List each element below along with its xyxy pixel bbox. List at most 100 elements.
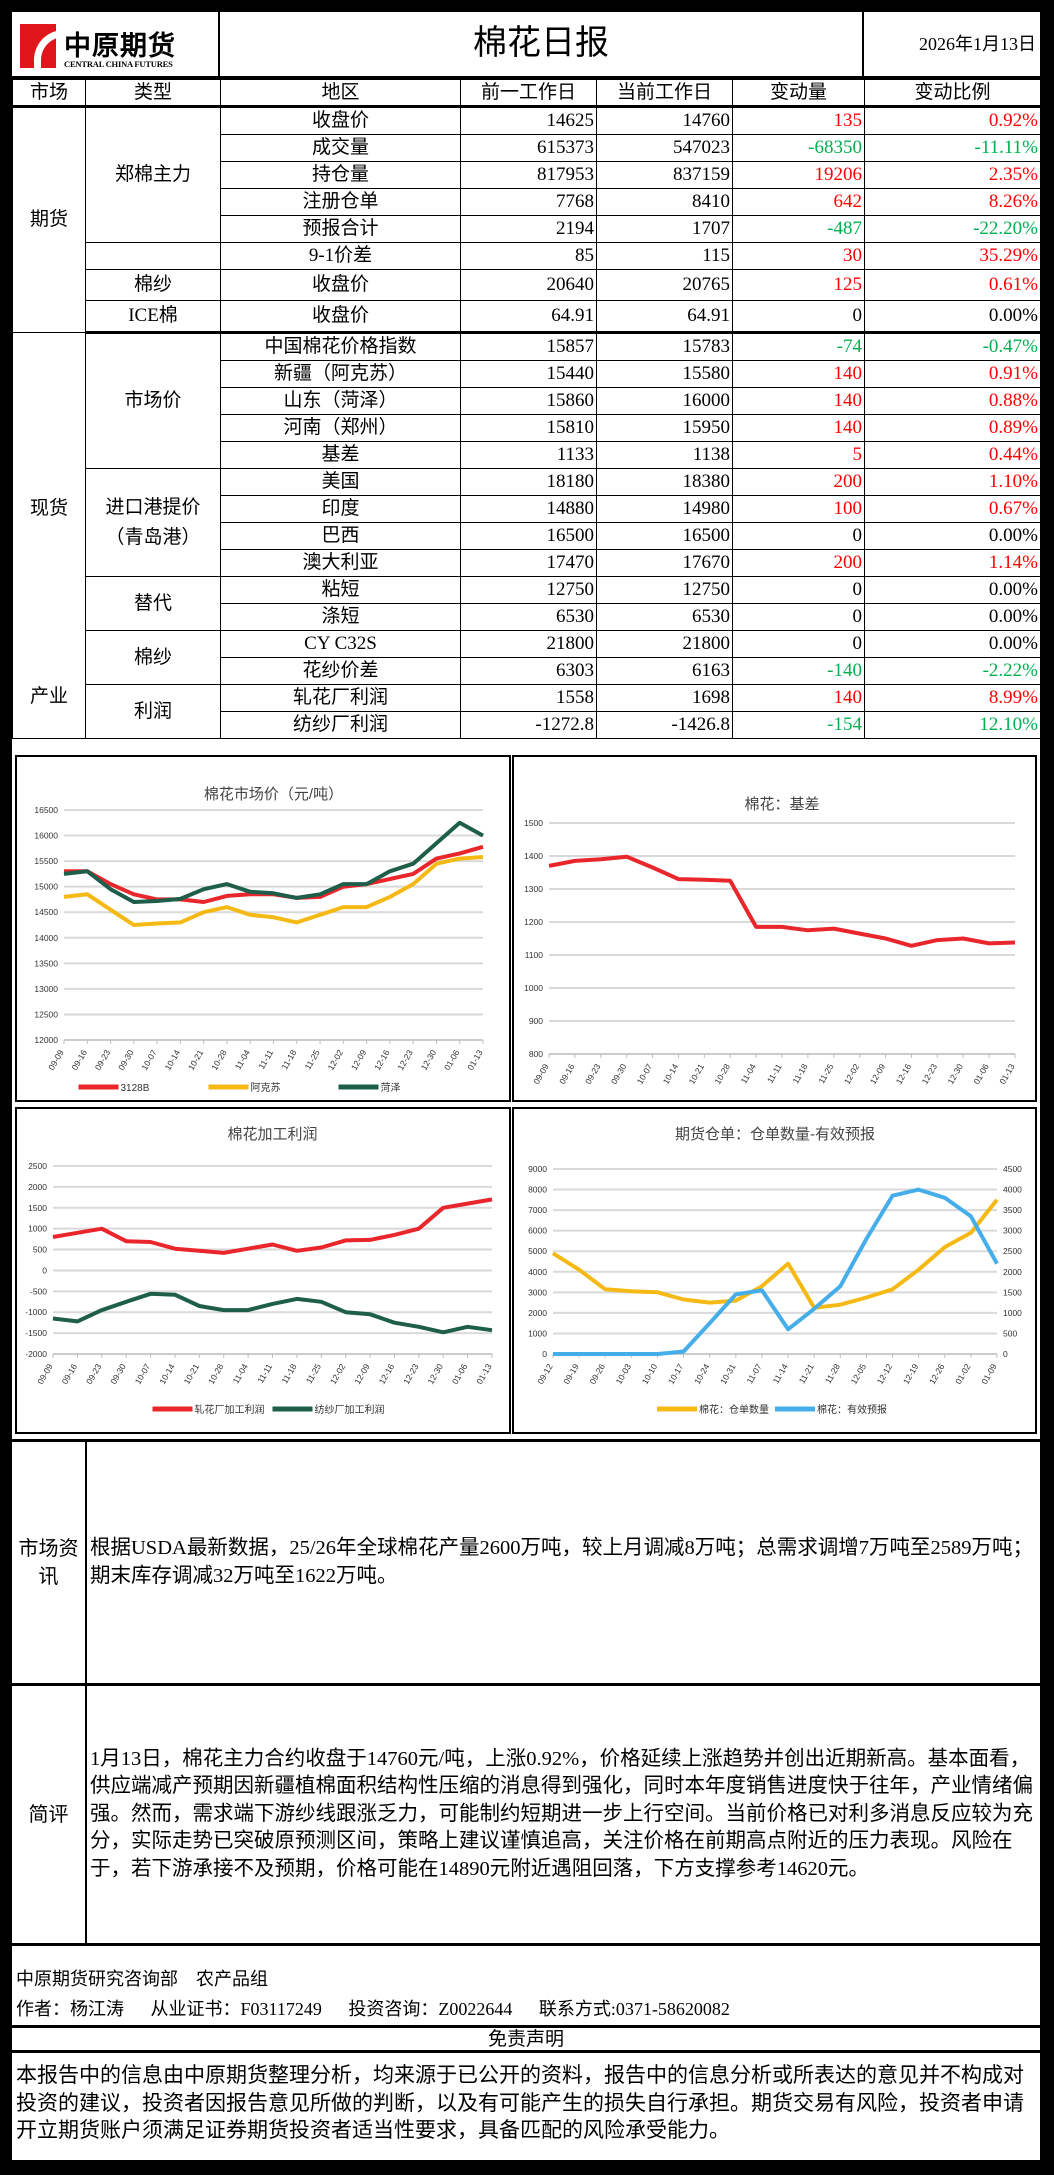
prev-value-cell: 64.91 xyxy=(460,300,597,334)
prev-value-cell: -1272.8 xyxy=(460,711,597,739)
y-tick-label: 12500 xyxy=(34,1009,58,1019)
x-tick-label: 09-16 xyxy=(557,1062,577,1086)
curr-value-cell: 16000 xyxy=(596,387,733,415)
legend-label: 棉花：有效预报 xyxy=(817,1403,887,1416)
change-pct-cell: 0.00% xyxy=(864,630,1041,658)
prev-value-cell: 14880 xyxy=(460,495,597,523)
x-tick-label: 12-09 xyxy=(868,1062,888,1086)
x-tick-label: 11-11 xyxy=(255,1362,274,1385)
y-tick-label: 0 xyxy=(542,1349,547,1359)
change-pct-cell: 0.89% xyxy=(864,414,1041,442)
x-tick-label: 10-24 xyxy=(692,1362,712,1386)
chart-title: 期货仓单：仓单数量-有效预报 xyxy=(675,1126,875,1143)
y-tick-label: 900 xyxy=(529,1016,543,1026)
x-tick-label: 01-02 xyxy=(953,1362,973,1386)
x-tick-label: 10-28 xyxy=(206,1362,226,1386)
x-tick-label: 09-23 xyxy=(84,1362,104,1386)
comment-text: 1月13日，棉花主力合约收盘于14760元/吨，上涨0.92%，价格延续上涨趋势… xyxy=(90,1747,1033,1880)
curr-value-cell: 14980 xyxy=(596,495,733,523)
y-tick-label: 1200 xyxy=(524,917,543,927)
y-tick-label: 0 xyxy=(42,1265,47,1275)
y-tick-label: -1000 xyxy=(25,1307,47,1317)
x-tick-label: 10-17 xyxy=(666,1362,686,1386)
curr-value-cell: 12750 xyxy=(596,576,733,604)
curr-value-cell: 1138 xyxy=(596,441,733,469)
x-tick-label: 10-10 xyxy=(640,1362,660,1386)
y-tick-label: 6000 xyxy=(528,1226,547,1236)
y-tick-label: 14500 xyxy=(34,907,58,917)
item-cell: CY C32S xyxy=(220,630,461,658)
item-cell: 基差 xyxy=(220,441,461,469)
type-cell: ICE棉 xyxy=(85,300,221,334)
chart-processing-profit: 棉花加工利润 -2000 -1500 -1000 -500 0 500 1000 1500 200… xyxy=(15,1107,511,1434)
table-row: 进口港提价 （青岛港） 美国 18180 18380 200 1.10% xyxy=(13,468,1041,577)
prev-value-cell: 15810 xyxy=(460,414,597,442)
x-tick-label: 11-18 xyxy=(279,1048,298,1072)
x-tick-label: 12-23 xyxy=(920,1062,940,1086)
series-line-1 xyxy=(553,1187,999,1356)
x-tick-label: 10-31 xyxy=(718,1362,738,1386)
item-cell: 持仓量 xyxy=(220,161,461,189)
item-cell: 中国棉花价格指数 xyxy=(220,332,461,361)
x-tick-label: 12-16 xyxy=(372,1048,392,1072)
x-tick-label: 10-21 xyxy=(182,1362,202,1386)
y2-tick-label: 4000 xyxy=(1003,1185,1022,1195)
x-tick-label: 10-14 xyxy=(157,1362,177,1386)
table-row: 涤短 6530 6530 0 0.00% xyxy=(13,603,1041,631)
change-pct-cell: 0.61% xyxy=(864,269,1041,301)
legend-label: 菏泽 xyxy=(381,1082,401,1094)
prev-value-cell: 15440 xyxy=(460,360,597,388)
prev-value-cell: 12750 xyxy=(460,576,597,604)
market-news-text: 根据USDA最新数据，25/26年全球棉花产量2600万吨，较上月调减8万吨；总… xyxy=(90,1537,1034,1587)
table-row: 产业 利润 轧花厂利润 1558 1698 140 8.99% xyxy=(12,684,1041,739)
y-tick-label: 13000 xyxy=(34,984,58,994)
x-tick-label: 12-09 xyxy=(352,1362,372,1386)
legend-label: 阿克苏 xyxy=(251,1081,281,1094)
item-cell: 收盘价 xyxy=(220,106,461,135)
logo-cn-text: 中原期货 xyxy=(64,31,176,61)
change-cell: 19206 xyxy=(732,161,865,189)
y2-tick-label: 0 xyxy=(1003,1349,1008,1359)
y-tick-label: 2000 xyxy=(28,1182,47,1192)
y-tick-label: 16000 xyxy=(34,831,58,841)
table-row: 注册仓单 7768 8410 642 8.26% xyxy=(13,188,1041,216)
type-cell: 棉纱 xyxy=(85,630,221,685)
x-tick-label: 01-09 xyxy=(979,1362,999,1386)
y-tick-label: 3000 xyxy=(528,1287,547,1297)
y2-tick-label: 2500 xyxy=(1003,1246,1022,1256)
change-pct-cell: 8.99% xyxy=(864,684,1041,712)
curr-value-cell: 20765 xyxy=(596,269,733,301)
curr-value-cell: 6530 xyxy=(596,603,733,631)
price-table: 市场 类型 地区 前一工作日 当前工作日 变动量 变动比例 期货 郑棉主力 收盘价 14625 147… xyxy=(12,79,1041,739)
x-tick-label: 01-13 xyxy=(465,1048,485,1072)
y-tick-label: 1400 xyxy=(524,851,543,861)
y-tick-label: 1000 xyxy=(28,1224,47,1234)
change-cell: -487 xyxy=(732,215,865,243)
report-header: 中原期货 CENTRAL CHINA FUTURES 棉花日报 2026年1月1… xyxy=(12,12,1040,79)
change-cell: 642 xyxy=(732,188,865,216)
prev-value-cell: 6530 xyxy=(460,603,597,631)
change-pct-cell: 0.00% xyxy=(864,522,1041,550)
market-cell: 现货 xyxy=(12,332,86,685)
y-tick-label: -500 xyxy=(30,1286,47,1296)
item-cell: 注册仓单 xyxy=(220,188,461,216)
type-cell xyxy=(85,242,221,270)
y-tick-label: 2500 xyxy=(28,1161,47,1171)
legend-label: 纺纱厂加工利润 xyxy=(315,1403,385,1416)
market-cell: 产业 xyxy=(12,684,86,739)
disclaimer-text: 本报告中的信息由中原期货整理分析，均来源于已公开的资料，报告中的信息分析或所表达… xyxy=(16,2063,1024,2142)
change-cell: 0 xyxy=(732,630,865,658)
x-tick-label: 11-21 xyxy=(797,1362,816,1386)
comment-section: 简评 1月13日，棉花主力合约收盘于14760元/吨，上涨0.92%，价格延续上… xyxy=(12,1683,1040,1943)
x-tick-label: 01-06 xyxy=(450,1362,470,1386)
x-tick-label: 12-05 xyxy=(849,1362,869,1386)
column-header: 前一工作日 xyxy=(460,79,597,108)
type-cell: 棉纱 xyxy=(85,269,221,301)
change-pct-cell: 2.35% xyxy=(864,161,1041,189)
x-tick-label: 09-09 xyxy=(35,1362,55,1386)
y-tick-label: 4000 xyxy=(528,1267,547,1277)
x-tick-label: 01-13 xyxy=(474,1362,494,1386)
y-tick-label: 15500 xyxy=(34,856,58,866)
x-tick-label: 12-02 xyxy=(842,1062,862,1086)
x-tick-label: 10-21 xyxy=(186,1048,206,1072)
